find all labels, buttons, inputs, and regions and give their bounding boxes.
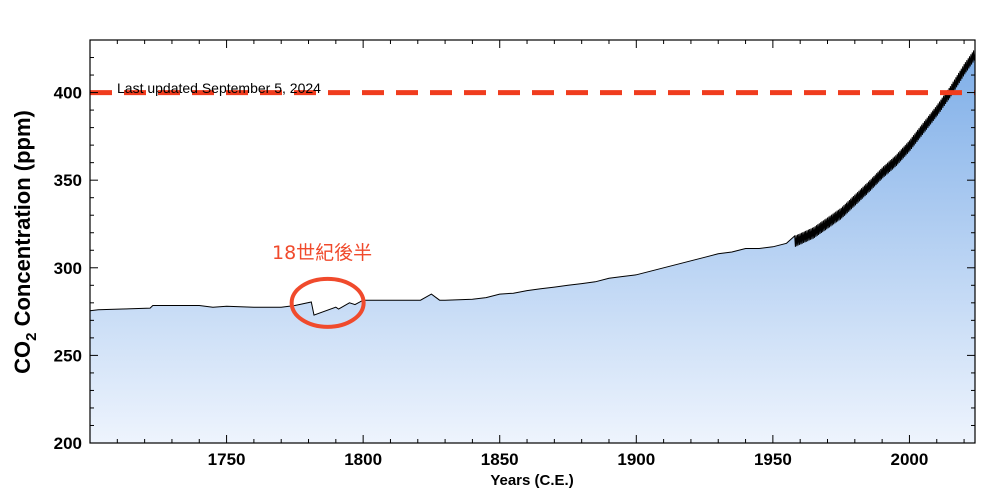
x-tick-label: 1900 bbox=[617, 450, 655, 469]
y-tick-label: 200 bbox=[54, 434, 82, 453]
x-axis-title: Years (C.E.) bbox=[490, 472, 573, 489]
plot-frame bbox=[89, 39, 976, 444]
y-tick-label: 400 bbox=[54, 84, 82, 103]
y-tick-label: 350 bbox=[54, 171, 82, 190]
x-tick-label: 1950 bbox=[754, 450, 792, 469]
x-tick-label: 1800 bbox=[344, 450, 382, 469]
y-tick-label: 250 bbox=[54, 346, 82, 365]
annotation-label: 18世紀後半 bbox=[272, 242, 372, 264]
annotation-circle bbox=[289, 276, 366, 329]
x-tick-label: 1750 bbox=[208, 450, 246, 469]
plot-area bbox=[89, 50, 976, 444]
co2-area-fill bbox=[90, 50, 975, 444]
x-tick-label: 1850 bbox=[481, 450, 519, 469]
co2-series-line bbox=[89, 50, 976, 316]
axis-ticks: 200 250 300 350 400 1750 1800 1850 1900 1950 2000 bbox=[54, 40, 975, 469]
y-tick-label: 300 bbox=[54, 259, 82, 278]
x-tick-label: 2000 bbox=[891, 450, 929, 469]
y-axis-title: CO2 Concentration (ppm) bbox=[10, 110, 40, 374]
last-updated-label: Last updated September 5, 2024 bbox=[117, 80, 321, 96]
